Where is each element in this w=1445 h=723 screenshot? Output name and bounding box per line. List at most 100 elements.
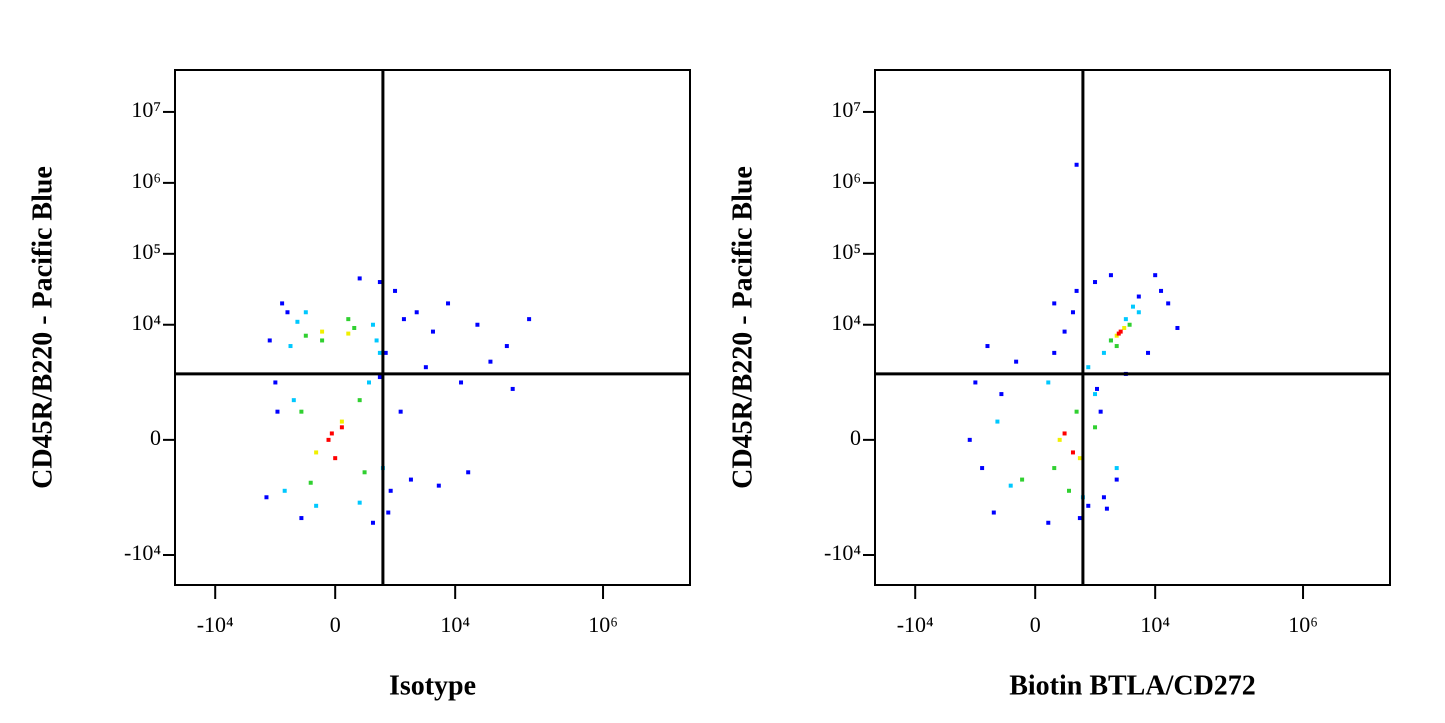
event-dot xyxy=(273,380,278,385)
y-axis-label: CD45R/B220 - Pacific Blue xyxy=(27,166,58,489)
event-dot xyxy=(383,350,388,355)
event-dot xyxy=(303,310,308,315)
event-dot xyxy=(401,317,406,322)
event-dot xyxy=(285,310,290,315)
event-dot xyxy=(377,350,382,355)
y-tick-label: 10⁶ xyxy=(831,168,861,193)
y-tick-label: 10⁷ xyxy=(831,97,861,122)
event-dot xyxy=(1175,325,1180,330)
event-dot xyxy=(1086,503,1091,508)
event-dot xyxy=(393,288,398,293)
event-dot xyxy=(1046,380,1051,385)
event-dot xyxy=(333,456,338,461)
event-dot xyxy=(504,344,509,349)
event-dot xyxy=(303,333,308,338)
event-dot xyxy=(459,380,464,385)
event-dot xyxy=(362,470,367,475)
event-dot xyxy=(1074,288,1079,293)
event-dot xyxy=(282,488,287,493)
event-dot xyxy=(320,338,325,343)
event-dot xyxy=(299,409,304,414)
event-dot xyxy=(1114,477,1119,482)
event-dot xyxy=(357,398,362,403)
x-axis-label: Isotype xyxy=(389,670,476,701)
event-dot xyxy=(1114,333,1119,338)
event-dot xyxy=(339,425,344,430)
event-dot xyxy=(1153,273,1158,278)
y-tick-label: -10⁴ xyxy=(824,540,861,565)
event-dot xyxy=(1077,456,1082,461)
event-dot xyxy=(366,380,371,385)
y-tick-label: -10⁴ xyxy=(124,540,161,565)
event-dot xyxy=(1095,386,1100,391)
event-dot xyxy=(288,344,293,349)
event-dot xyxy=(370,322,375,327)
event-dot xyxy=(1074,162,1079,167)
event-dot xyxy=(370,520,375,525)
event-dot xyxy=(1093,425,1098,430)
event-dot xyxy=(1166,301,1171,306)
event-dot xyxy=(1136,294,1141,299)
event-dot xyxy=(973,380,978,385)
x-axis-label: Biotin BTLA/CD272 xyxy=(1009,670,1256,701)
event-dot xyxy=(995,419,1000,424)
y-tick-label: 10⁵ xyxy=(831,239,861,264)
event-dot xyxy=(423,365,428,370)
event-dot xyxy=(1062,431,1067,436)
event-dot xyxy=(1070,310,1075,315)
event-dot xyxy=(374,338,379,343)
event-dot xyxy=(1057,437,1062,442)
event-dot xyxy=(275,409,280,414)
event-dot xyxy=(326,437,331,442)
event-dot xyxy=(446,301,451,306)
event-dot xyxy=(1101,350,1106,355)
event-dot xyxy=(291,398,296,403)
event-dot xyxy=(329,431,334,436)
event-dot xyxy=(1052,466,1057,471)
event-dot xyxy=(1008,483,1013,488)
event-dot xyxy=(1108,273,1113,278)
event-dot xyxy=(1046,520,1051,525)
plot-frame xyxy=(874,69,1391,586)
event-dot xyxy=(1127,322,1132,327)
event-dot xyxy=(1104,506,1109,511)
event-dot xyxy=(1014,359,1019,364)
event-dot xyxy=(991,510,996,515)
event-dot xyxy=(314,450,319,455)
event-dot xyxy=(1077,516,1082,521)
event-dot xyxy=(357,276,362,281)
event-dot xyxy=(1052,301,1057,306)
event-dot xyxy=(1052,350,1057,355)
event-dot xyxy=(357,500,362,505)
event-dot xyxy=(999,392,1004,397)
event-dot xyxy=(1074,409,1079,414)
event-dot xyxy=(264,495,269,500)
y-tick-label: 10⁴ xyxy=(131,310,161,335)
event-dot xyxy=(510,386,515,391)
event-dot xyxy=(308,480,313,485)
event-dot xyxy=(1159,288,1164,293)
event-dot xyxy=(985,344,990,349)
event-dot xyxy=(1116,331,1121,336)
x-tick-label: -10⁴ xyxy=(897,612,934,637)
event-dot xyxy=(314,503,319,508)
event-dot xyxy=(352,325,357,330)
event-dot xyxy=(377,280,382,285)
event-dot xyxy=(430,329,435,334)
event-dot xyxy=(1146,350,1151,355)
event-dot xyxy=(980,466,985,471)
event-dot xyxy=(1114,344,1119,349)
event-dot xyxy=(1020,477,1025,482)
event-dot xyxy=(1136,310,1141,315)
event-dot xyxy=(1098,409,1103,414)
event-dot xyxy=(1108,338,1113,343)
event-dot xyxy=(320,329,325,334)
plot-frame xyxy=(174,69,691,586)
event-dot xyxy=(488,359,493,364)
event-dot xyxy=(295,319,300,324)
y-tick-label: 10⁶ xyxy=(131,168,161,193)
event-dot xyxy=(267,338,272,343)
event-dot xyxy=(414,310,419,315)
event-dot xyxy=(436,483,441,488)
